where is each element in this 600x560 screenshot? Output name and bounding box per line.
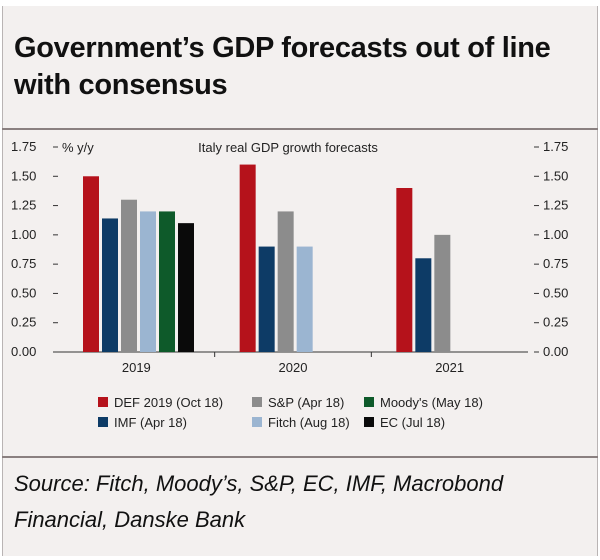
y-tick-label-left: 1.25: [11, 198, 36, 213]
y-tick-label-right: 1.25: [543, 198, 568, 213]
y-tick-label-left: 0.00: [11, 344, 36, 359]
x-tick-label: 2019: [122, 360, 151, 375]
legend-swatch: [364, 417, 374, 427]
bar-2019-IMF (Apr 18): [102, 218, 118, 352]
bar-2019-Fitch (Aug 18): [140, 211, 156, 352]
source-note: Source: Fitch, Moody’s, S&P, EC, IMF, Ma…: [14, 471, 504, 532]
y-tick-label-right: 0.25: [543, 315, 568, 330]
y-tick-label-left: 0.50: [11, 285, 36, 300]
legend-label: DEF 2019 (Oct 18): [114, 395, 223, 410]
legend-swatch: [98, 417, 108, 427]
x-tick-label: 2020: [279, 360, 308, 375]
bar-2021-S&P (Apr 18): [434, 234, 451, 352]
bar-2019-DEF 2019 (Oct 18): [83, 176, 99, 352]
bar-2019-EC (Jul 18): [178, 223, 194, 352]
y-tick-label-right: 0.50: [543, 285, 568, 300]
legend-label: S&P (Apr 18): [268, 395, 344, 410]
bar-2021-DEF 2019 (Oct 18): [396, 188, 413, 352]
bottom-divider: [2, 456, 598, 458]
y-tick-label-left: 1.50: [11, 168, 36, 183]
legend-label: Moody's (May 18): [380, 395, 483, 410]
x-tick-label: 2021: [435, 360, 464, 375]
legend-label: IMF (Apr 18): [114, 415, 187, 430]
bar-2020-DEF 2019 (Oct 18): [239, 164, 256, 352]
y-tick-label-left: 1.00: [11, 227, 36, 242]
y-tick-label-left: 0.75: [11, 256, 36, 271]
y-axis-unit: % y/y: [62, 140, 94, 155]
bar-2020-Fitch (Aug 18): [296, 246, 313, 352]
y-tick-label-right: 1.50: [543, 168, 568, 183]
legend-swatch: [252, 397, 262, 407]
y-tick-label-left: 1.75: [11, 139, 36, 154]
bar-2020-IMF (Apr 18): [258, 246, 275, 352]
legend-swatch: [98, 397, 108, 407]
legend-label: Fitch (Aug 18): [268, 415, 350, 430]
y-tick-label-right: 0.75: [543, 256, 568, 271]
legend-swatch: [252, 417, 262, 427]
legend-swatch: [364, 397, 374, 407]
top-divider: [2, 128, 598, 130]
bar-2019-Moody's (May 18): [159, 211, 175, 352]
gdp-forecast-chart: Italy real GDP growth forecasts % y/y 0.…: [11, 139, 568, 430]
y-tick-label-right: 0.00: [543, 344, 568, 359]
bar-2020-S&P (Apr 18): [277, 211, 294, 352]
y-tick-label-left: 0.25: [11, 315, 36, 330]
legend-label: EC (Jul 18): [380, 415, 445, 430]
y-tick-label-right: 1.75: [543, 139, 568, 154]
bar-2021-IMF (Apr 18): [415, 258, 432, 352]
chart-title: Italy real GDP growth forecasts: [198, 140, 378, 155]
page-title: Government’s GDP forecasts out of line w…: [14, 32, 551, 101]
y-tick-label-right: 1.00: [543, 227, 568, 242]
bar-2019-S&P (Apr 18): [121, 199, 137, 352]
